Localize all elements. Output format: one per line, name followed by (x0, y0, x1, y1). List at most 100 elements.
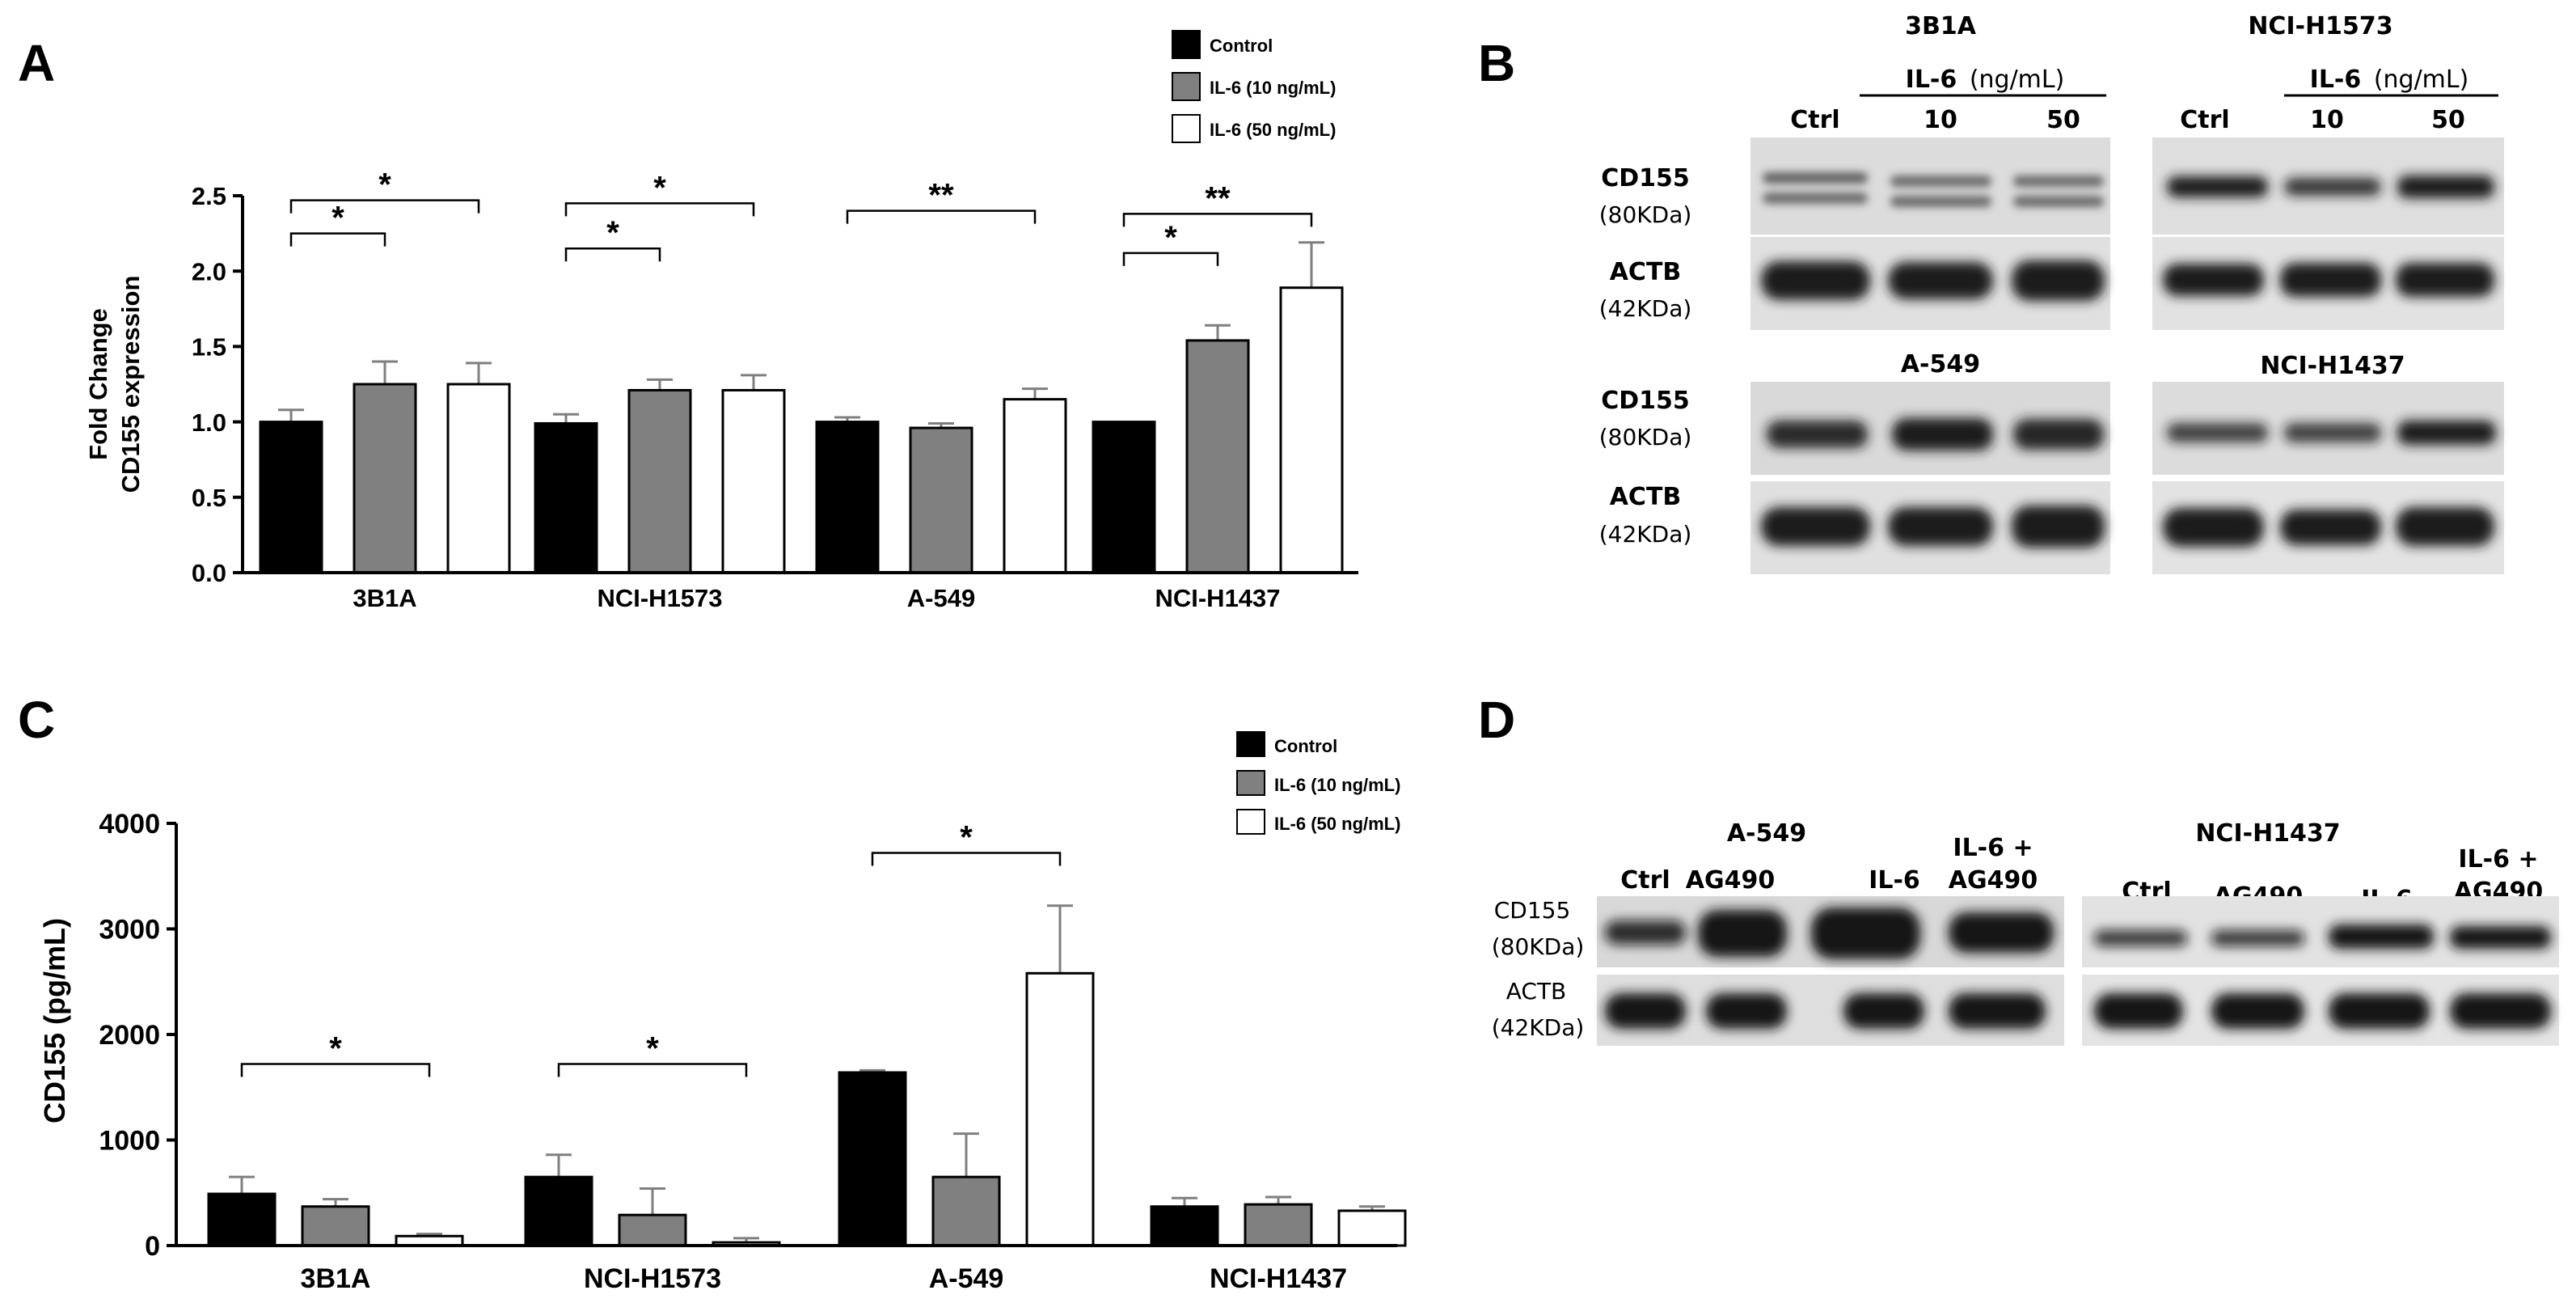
x-category-label: NCI-H1437 (1155, 584, 1280, 612)
panel-label-b: B (1478, 34, 1515, 92)
blot-b-image (1750, 137, 2504, 574)
y-tick-label: 1.5 (192, 333, 226, 362)
blot-b-lane-50: 50 (2046, 106, 2080, 134)
chart-a-y-label-line2: CD155 expression (116, 276, 145, 493)
bar-a-549-1 (931, 1175, 1001, 1247)
legend-label-il6-50: IL-6 (50 ng/mL) (1210, 120, 1336, 140)
significance-label: ** (928, 178, 954, 214)
blot-b-treatment-header-right: IL-6 (ng/mL) (2284, 66, 2498, 97)
blot-b-row-mw: (42KDa) (1599, 295, 1692, 322)
panel-label-c: C (18, 691, 55, 749)
significance-label: * (378, 167, 391, 203)
legend-swatch-il6-10 (1172, 72, 1201, 101)
bar-a-549-2 (1025, 971, 1095, 1247)
significance-bracket: ** (1122, 180, 1313, 227)
bar-nci-h1573-2 (721, 388, 786, 574)
bar-a-549-0 (838, 1071, 907, 1247)
blot-d-lane-ctrl: Ctrl (1620, 866, 1670, 895)
significance-bracket: * (240, 1031, 431, 1077)
blot-b-treatment-unit: (ng/mL) (2374, 66, 2469, 94)
bar-3b1a-1 (301, 1205, 370, 1247)
blot-b-treatment-name: IL-6 (2310, 66, 2362, 94)
bar-nci-h1437-0 (1150, 1205, 1219, 1247)
significance-label: * (329, 1031, 342, 1067)
blot-d-row-mw: (80KDa) (1492, 933, 1585, 960)
blot-b-row-label: CD155 (1601, 164, 1690, 192)
bar-nci-h1573-0 (524, 1175, 593, 1247)
y-tick-label: 2.0 (192, 257, 226, 286)
bar-a-549-0 (815, 421, 880, 574)
x-category-label: 3B1A (301, 1263, 371, 1294)
y-tick-label: 4000 (99, 809, 160, 840)
blot-b-row-mw: (80KDa) (1599, 201, 1692, 228)
blot-b-row-label: CD155 (1601, 387, 1690, 415)
bar-a-549-2 (1003, 398, 1067, 574)
panel-label-d: D (1478, 691, 1515, 749)
blot-b-treatment-name: IL-6 (1906, 66, 1957, 94)
significance-label: * (1164, 220, 1177, 256)
blot-d-lane-ag490: AG490 (1686, 866, 1775, 895)
legend-swatch-control (1172, 30, 1201, 59)
blot-b-cell-line-3b1a: 3B1A (1905, 12, 1977, 40)
chart-a-legend: Control IL-6 (10 ng/mL) IL-6 (50 ng/mL) (1172, 30, 1336, 143)
y-tick-label: 3000 (99, 915, 160, 946)
blot-b-lane-50: 50 (2431, 106, 2465, 134)
bar-nci-h1437-2 (1279, 286, 1344, 574)
x-category-label: NCI-H1573 (584, 1263, 721, 1294)
significance-bracket: * (289, 167, 480, 214)
significance-label: ** (1205, 180, 1231, 216)
significance-bracket: * (564, 170, 755, 217)
y-tick-label: 0.5 (192, 484, 226, 512)
legend-swatch-il6-50 (1236, 809, 1265, 835)
blot-d-lane-il6-plus: IL-6 + (1953, 834, 2033, 862)
x-category-label: A-549 (907, 584, 975, 612)
legend-swatch-il6-50 (1172, 114, 1201, 143)
blot-b-row-label: ACTB (1610, 258, 1682, 286)
chart-c-legend: Control IL-6 (10 ng/mL) IL-6 (50 ng/mL) (1236, 731, 1400, 835)
y-tick-label: 1.0 (192, 408, 226, 437)
x-category-label: NCI-H1573 (597, 584, 722, 612)
blot-b-lane-ctrl: Ctrl (2180, 106, 2229, 134)
significance-bracket: ** (846, 178, 1037, 224)
significance-bracket: * (557, 1031, 748, 1077)
bar-nci-h1573-0 (534, 421, 598, 574)
blot-b-lane-10: 10 (2310, 106, 2344, 134)
blot-d-lane-ag490-2: AG490 (1949, 866, 2038, 895)
chart-a-y-label-line1: Fold Change (84, 308, 112, 460)
y-tick-label: 1000 (99, 1126, 160, 1157)
chart-c: * * * 0 1000 2000 3000 4000 3B1A NCI-H1573 A-549… (38, 731, 1407, 1294)
x-category-label: 3B1A (353, 584, 416, 612)
blot-b-cell-line-nci-h1573: NCI-H1573 (2248, 12, 2392, 40)
bar-nci-h1573-1 (627, 388, 692, 574)
blot-b-cell-line-nci-h1437: NCI-H1437 (2260, 352, 2405, 380)
blot-b-row-mw: (42KDa) (1599, 521, 1692, 548)
legend-label-il6-10: IL-6 (10 ng/mL) (1274, 775, 1400, 795)
blot-b-lane-ctrl: Ctrl (1790, 106, 1839, 134)
blot-d-lane-il6-plus: IL-6 + (2458, 845, 2538, 874)
blot-b-cell-line-a549: A-549 (1901, 350, 1980, 379)
svg-text:IL-6 (ng/mL): IL-6 (ng/mL) (2310, 66, 2469, 94)
legend-label-il6-10: IL-6 (10 ng/mL) (1210, 78, 1336, 98)
x-category-label: A-549 (929, 1263, 1004, 1294)
legend-label-il6-50: IL-6 (50 ng/mL) (1274, 814, 1400, 834)
significance-bracket: * (564, 215, 661, 262)
blot-b-treatment-unit: (ng/mL) (1970, 66, 2065, 94)
significance-bracket: * (871, 820, 1062, 866)
blot-d-row-mw: (42KDa) (1492, 1014, 1585, 1041)
blot-d-cell-line-a549: A-549 (1727, 819, 1806, 848)
significance-bracket: * (289, 201, 386, 247)
blot-b-row-label: ACTB (1610, 483, 1682, 511)
bar-nci-h1437-1 (1244, 1203, 1313, 1247)
x-category-label: NCI-H1437 (1210, 1263, 1347, 1294)
blot-d-row-label: CD155 (1494, 897, 1571, 924)
significance-label: * (332, 201, 344, 236)
y-tick-label: 0 (145, 1231, 160, 1262)
blot-panel-b: 3B1A NCI-H1573 IL-6 (ng/mL) IL-6 (ng/mL)… (1599, 12, 2504, 574)
chart-c-y-label: CD155 (pg/mL) (38, 918, 71, 1123)
blot-b-row-mw: (80KDa) (1599, 424, 1692, 451)
y-tick-label: 0.0 (192, 559, 226, 587)
bar-nci-h1437-0 (1092, 421, 1156, 574)
significance-label: * (646, 1031, 659, 1067)
blot-panel-d: A-549 NCI-H1437 Ctrl AG490 IL-6 IL-6 + A… (1492, 819, 2559, 1046)
y-tick-label: 2000 (99, 1020, 160, 1051)
